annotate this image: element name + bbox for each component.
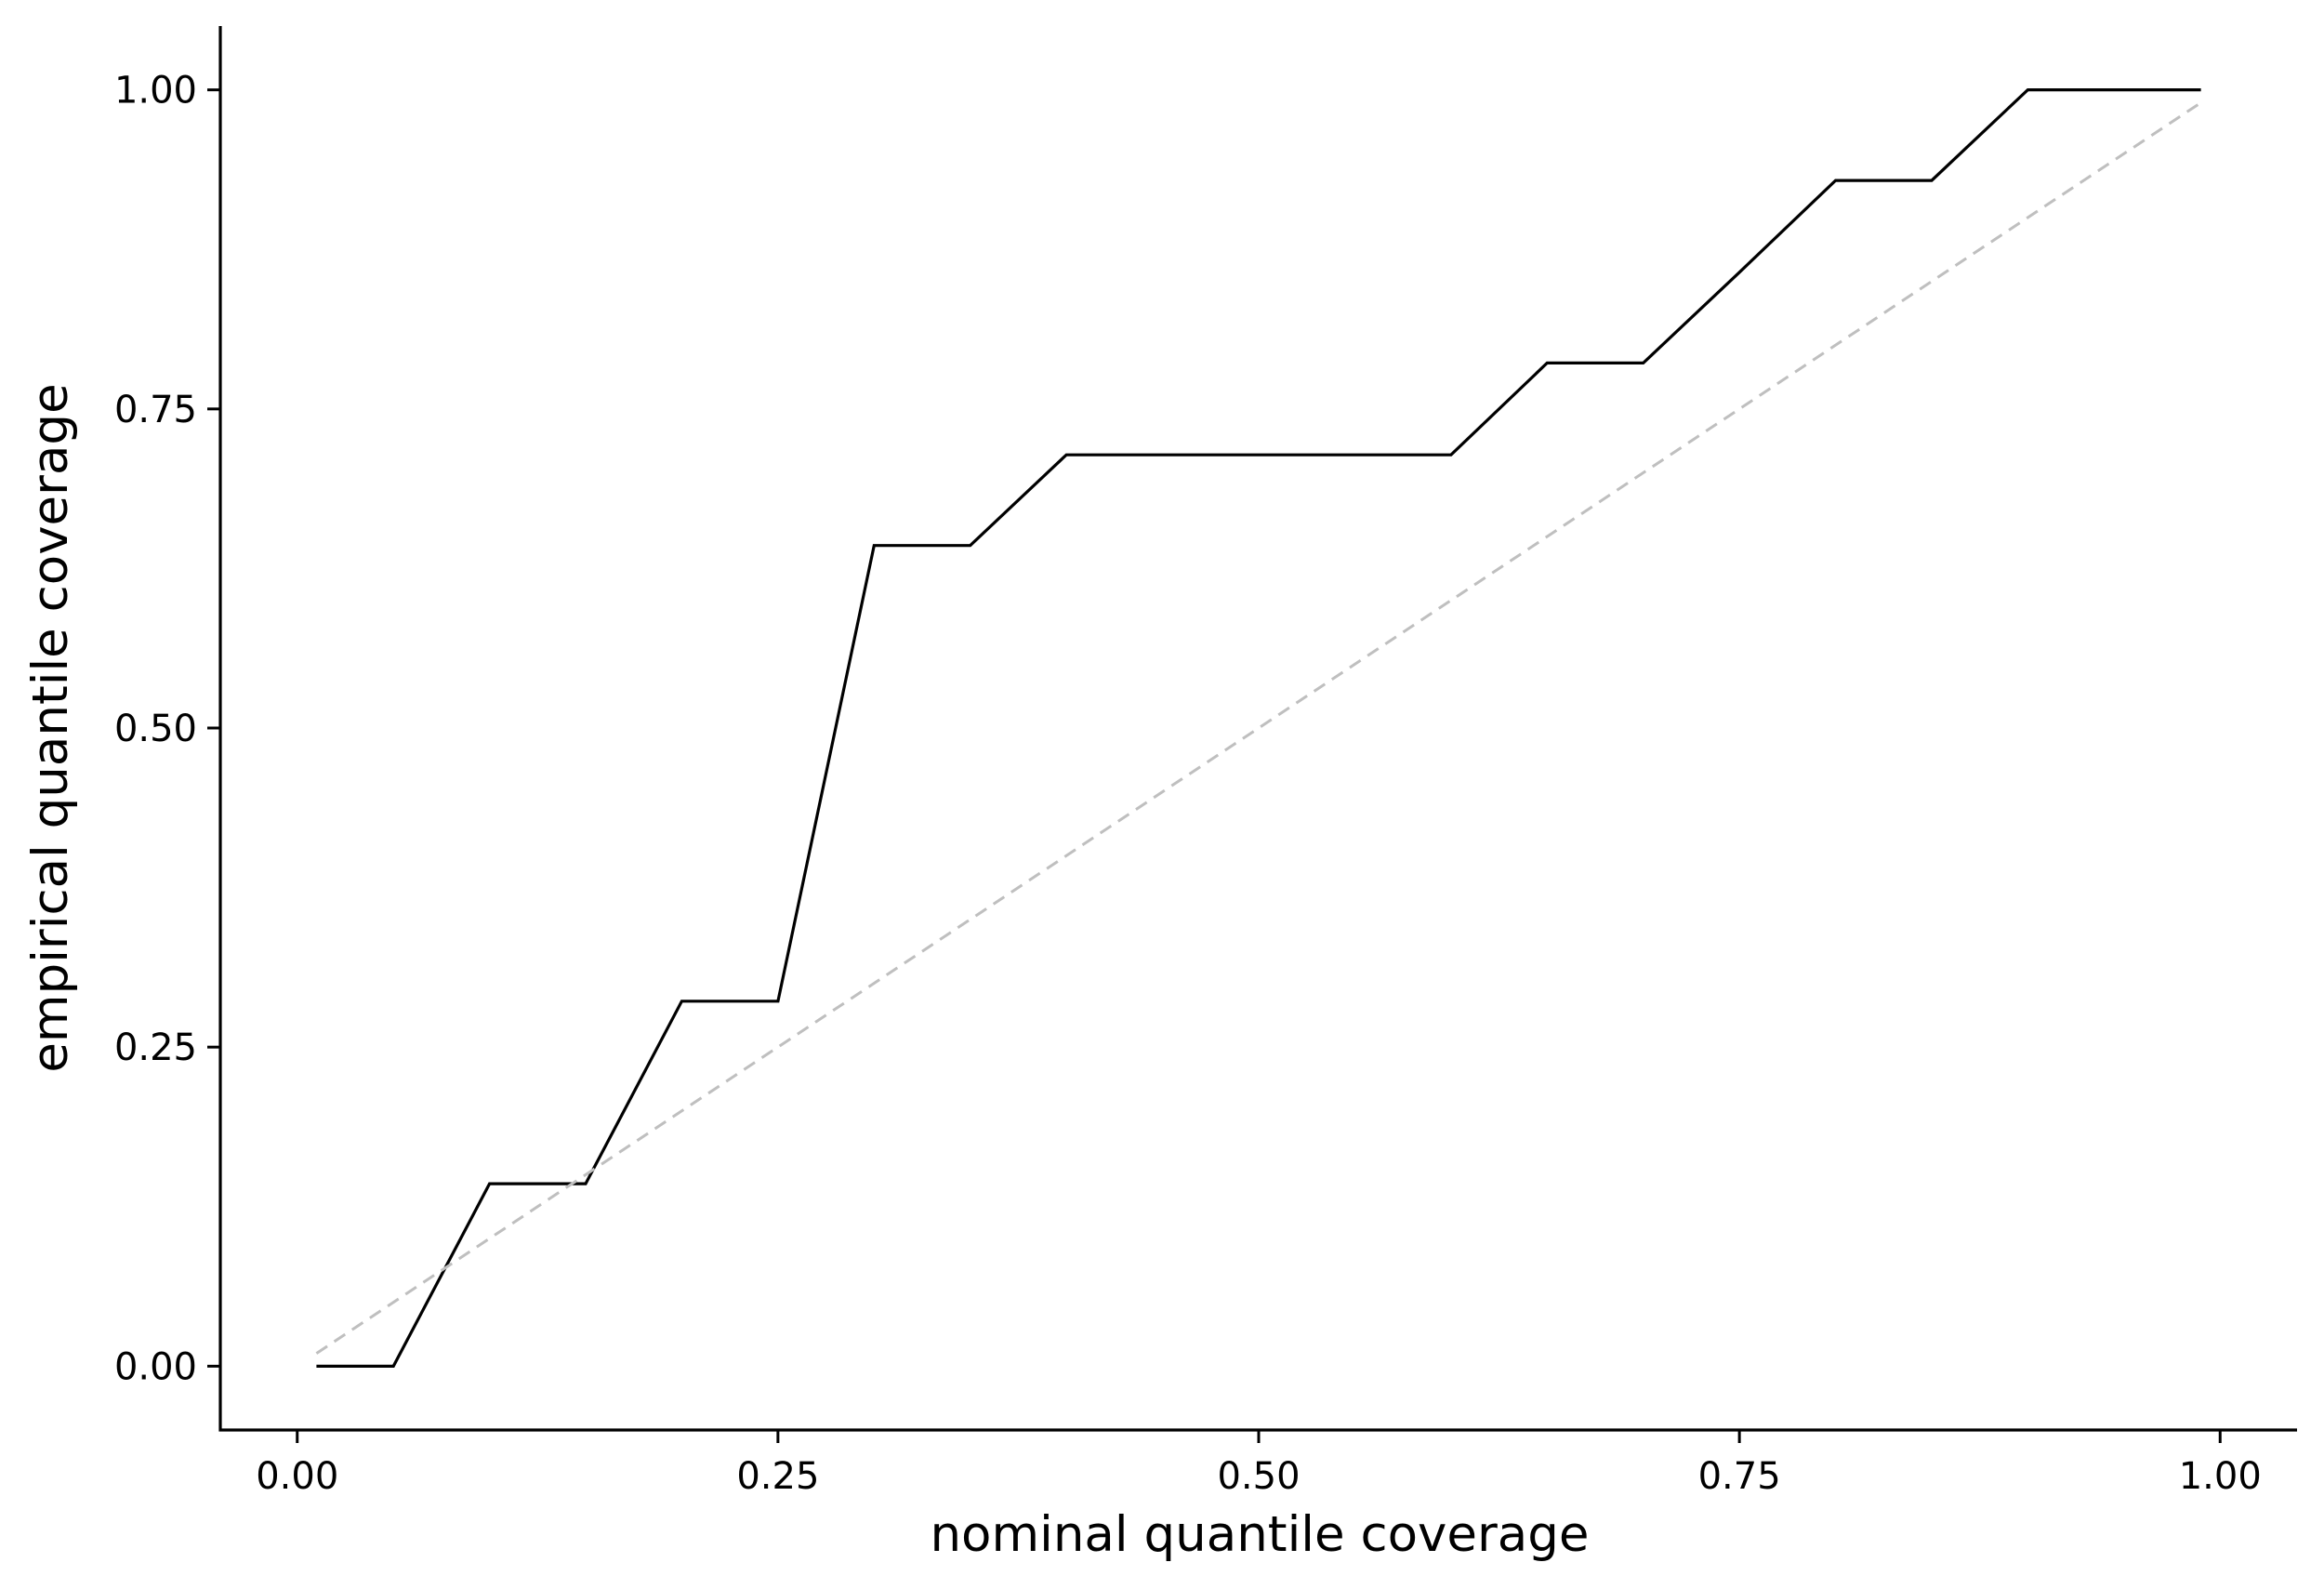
diagonal-reference-line — [315, 101, 2202, 1355]
coverage-line — [316, 87, 2201, 1369]
x-axis-label: nominal quantile coverage — [930, 1506, 1589, 1563]
y-tick-label: 1.00 — [114, 70, 197, 113]
plot-lines — [315, 87, 2202, 1369]
y-axis-label: empirical quantile coverage — [22, 383, 79, 1072]
x-tick-label: 0.00 — [256, 1455, 338, 1498]
x-axis-ticks: 0.00 0.25 0.50 0.75 1.00 — [256, 1430, 2262, 1498]
x-tick-label: 0.75 — [1698, 1455, 1781, 1498]
y-tick-label: 0.75 — [114, 389, 197, 431]
y-tick-label: 0.25 — [114, 1026, 197, 1069]
y-tick-label: 0.50 — [114, 708, 197, 750]
y-axis-ticks: 0.00 0.25 0.50 0.75 1.00 — [114, 70, 220, 1388]
y-tick-label: 0.00 — [114, 1345, 197, 1388]
x-tick-label: 1.00 — [2179, 1455, 2262, 1498]
x-tick-label: 0.50 — [1217, 1455, 1300, 1498]
axes — [218, 26, 2297, 1432]
x-tick-label: 0.25 — [736, 1455, 819, 1498]
